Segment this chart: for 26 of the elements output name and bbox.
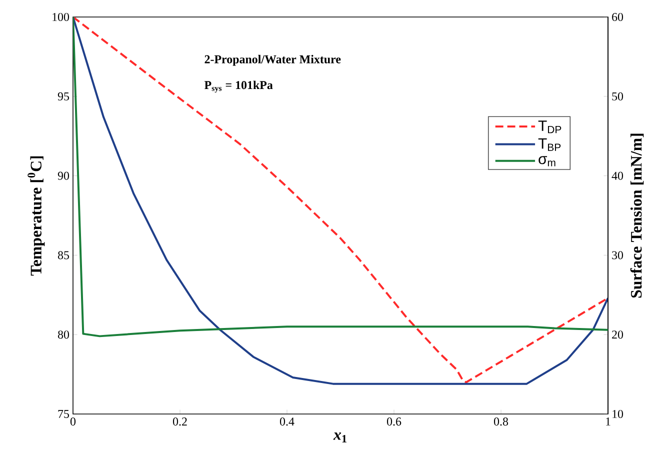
x-tick-label: 0.2	[172, 418, 187, 426]
annotation: 2-Propanol/Water Mixture	[204, 54, 341, 66]
y-tick-label: 100	[52, 12, 70, 22]
y-axis-title: Temperature [$^{0}$C]	[28, 156, 45, 276]
y-tick-label: 90	[58, 172, 70, 180]
x-tick-label: 1	[606, 418, 610, 426]
y2-tick-label: 40	[612, 172, 624, 180]
legend-label: T$_{BP}$	[538, 138, 561, 151]
y2-tick-label: 20	[612, 330, 624, 339]
annotation: P$_{sys}$ = 101kPa	[204, 80, 273, 93]
x-tick-label: 0.4	[280, 418, 294, 426]
y-tick-label: 95	[58, 92, 70, 100]
y-tick-label: 75	[58, 410, 70, 418]
legend-label: T$_{DP}$	[538, 120, 562, 134]
y2-tick-label: 10	[612, 410, 624, 418]
x-tick-label: 0.6	[386, 418, 402, 426]
y2-tick-label: 50	[612, 92, 624, 100]
y-tick-label: 85	[58, 251, 70, 260]
y2-tick-label: 60	[612, 12, 624, 22]
y-tick-label: 80	[58, 330, 70, 339]
x-axis-title: x$_{1}$	[333, 432, 346, 442]
legend-label: σ$_{m}$	[538, 156, 556, 166]
y2-axis-title: Surface Tension [mN/m]	[630, 134, 644, 298]
y2-tick-label: 30	[612, 251, 624, 260]
x-tick-label: 0.8	[494, 418, 508, 426]
x-tick-label: 0	[70, 418, 76, 426]
